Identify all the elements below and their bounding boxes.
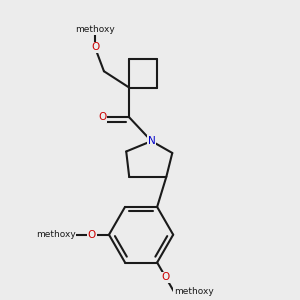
Text: O: O <box>162 272 170 282</box>
Text: O: O <box>88 230 96 240</box>
Text: methoxy: methoxy <box>174 287 214 296</box>
Text: methoxy: methoxy <box>75 25 115 34</box>
Text: methoxy: methoxy <box>36 230 75 239</box>
Text: O: O <box>98 112 106 122</box>
Text: O: O <box>91 43 99 52</box>
Text: N: N <box>148 136 155 146</box>
